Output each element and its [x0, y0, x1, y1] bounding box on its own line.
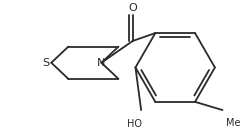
Text: O: O: [128, 3, 137, 13]
Text: HO: HO: [127, 120, 142, 129]
Text: N: N: [97, 58, 106, 68]
Text: Me: Me: [226, 118, 241, 128]
Text: S: S: [42, 58, 49, 68]
